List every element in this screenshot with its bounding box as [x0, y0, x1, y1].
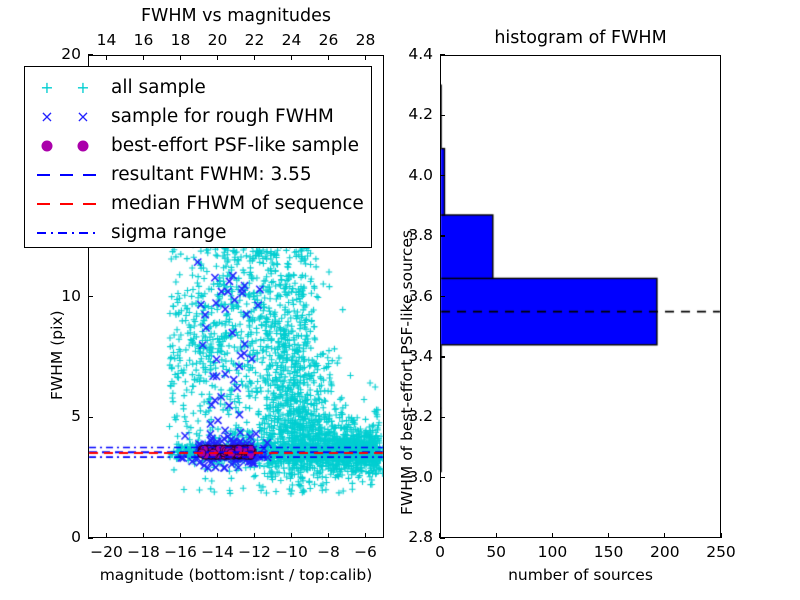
tick-mark	[440, 54, 445, 56]
cross-icon: ×	[76, 106, 90, 126]
legend-item-label: all sample	[111, 77, 206, 98]
tick-mark	[439, 533, 441, 538]
legend: + + all sample × × sample for rough FWHM best-…	[24, 66, 372, 248]
legend-item-label: resultant FWHM: 3.55	[111, 164, 312, 185]
tick-mark	[440, 114, 445, 117]
legend-item: + + all sample	[25, 73, 371, 102]
tick-mark	[440, 476, 445, 479]
legend-item: best-effort PSF-like sample	[25, 131, 371, 160]
xtick-label: 0	[435, 543, 445, 561]
tick-mark	[664, 533, 666, 538]
plus-icon: +	[76, 77, 90, 97]
tick-mark	[720, 533, 722, 538]
ytick-label: 2.8	[408, 528, 433, 546]
ytick-label: 3.4	[408, 346, 433, 365]
ytick-label: 3.8	[408, 226, 433, 245]
tick-mark	[440, 175, 445, 177]
legend-marker-sample	[25, 218, 111, 247]
ytick-label: 4.4	[408, 45, 433, 63]
tick-mark	[440, 295, 445, 298]
legend-item-label: median FHWM of sequence	[111, 193, 364, 214]
tick-mark	[440, 235, 445, 237]
tick-mark	[495, 533, 497, 538]
legend-item-label: sample for rough FWHM	[111, 106, 334, 127]
tick-mark	[551, 533, 554, 538]
histogram-xlabel: number of sources	[508, 566, 653, 584]
legend-item: median FHWM of sequence	[25, 189, 371, 218]
legend-marker-sample	[25, 189, 111, 218]
histogram-title: histogram of FWHM	[494, 28, 667, 48]
cross-icon: ×	[40, 106, 54, 126]
xtick-label: 50	[486, 543, 507, 561]
xtick-label: 150	[593, 543, 624, 561]
legend-item: resultant FWHM: 3.55	[25, 160, 371, 189]
xtick-label: 200	[650, 543, 680, 561]
legend-marker-sample	[25, 131, 111, 160]
legend-item: sigma range	[25, 218, 371, 247]
legend-marker-sample: × ×	[25, 102, 111, 131]
ytick-label: 3.0	[408, 467, 433, 486]
circle-icon	[77, 140, 89, 151]
ytick-label: 4.0	[408, 165, 433, 184]
tick-mark	[440, 416, 445, 418]
xtick-label: 250	[706, 543, 736, 561]
xtick-label: 100	[537, 543, 568, 561]
ytick-label: 4.2	[408, 105, 433, 124]
legend-item-label: best-effort PSF-like sample	[111, 135, 359, 156]
tick-mark	[440, 356, 445, 358]
ytick-label: 3.2	[408, 407, 433, 426]
ytick-label: 3.6	[408, 286, 433, 305]
tick-mark	[607, 533, 610, 538]
plus-icon: +	[40, 77, 54, 97]
legend-item-label: sigma range	[111, 222, 227, 243]
legend-marker-sample	[25, 160, 111, 189]
legend-item: × × sample for rough FWHM	[25, 102, 371, 131]
legend-marker-sample: + +	[25, 73, 111, 102]
circle-icon	[41, 140, 53, 151]
tick-mark	[440, 537, 445, 539]
